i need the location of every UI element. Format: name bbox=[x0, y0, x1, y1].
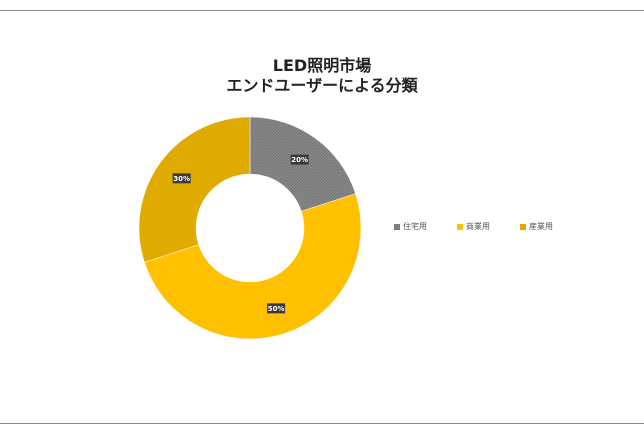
data-label-residential: 20% bbox=[290, 154, 309, 165]
bottom-border bbox=[0, 423, 644, 424]
data-label-text-industrial: 30% bbox=[173, 175, 190, 183]
donut-slices bbox=[138, 116, 362, 340]
legend-label-residential: 住宅用 bbox=[403, 222, 427, 231]
data-label-industrial: 30% bbox=[172, 173, 191, 184]
chart-title-line-2: エンドユーザーによる分類 bbox=[226, 76, 418, 95]
data-label-bg-commercial bbox=[267, 303, 286, 314]
data-labels: 20% 50% 30% bbox=[172, 154, 309, 314]
legend-swatch-commercial bbox=[457, 223, 463, 230]
legend-item-residential: 住宅用 bbox=[394, 221, 427, 232]
legend-swatch-industrial bbox=[520, 223, 526, 230]
legend-label-commercial: 商業用 bbox=[466, 222, 490, 231]
legend-swatch-residential bbox=[394, 223, 400, 230]
donut-slice-industrial bbox=[138, 116, 251, 263]
legend-label-industrial: 産業用 bbox=[529, 222, 553, 231]
data-label-text-commercial: 50% bbox=[268, 305, 285, 313]
legend-item-commercial: 商業用 bbox=[457, 221, 490, 232]
legend-item-industrial: 産業用 bbox=[520, 221, 553, 232]
data-label-commercial: 50% bbox=[267, 303, 286, 314]
legend: 住宅用 商業用 産業用 bbox=[394, 221, 553, 232]
top-border bbox=[0, 10, 644, 11]
chart-title: LED照明市場 エンドユーザーによる分類 bbox=[0, 56, 644, 96]
data-label-bg-industrial bbox=[172, 173, 191, 184]
data-label-text-residential: 20% bbox=[291, 156, 308, 164]
chart-title-line-1: LED照明市場 bbox=[272, 56, 372, 75]
data-label-bg-residential bbox=[290, 154, 309, 165]
